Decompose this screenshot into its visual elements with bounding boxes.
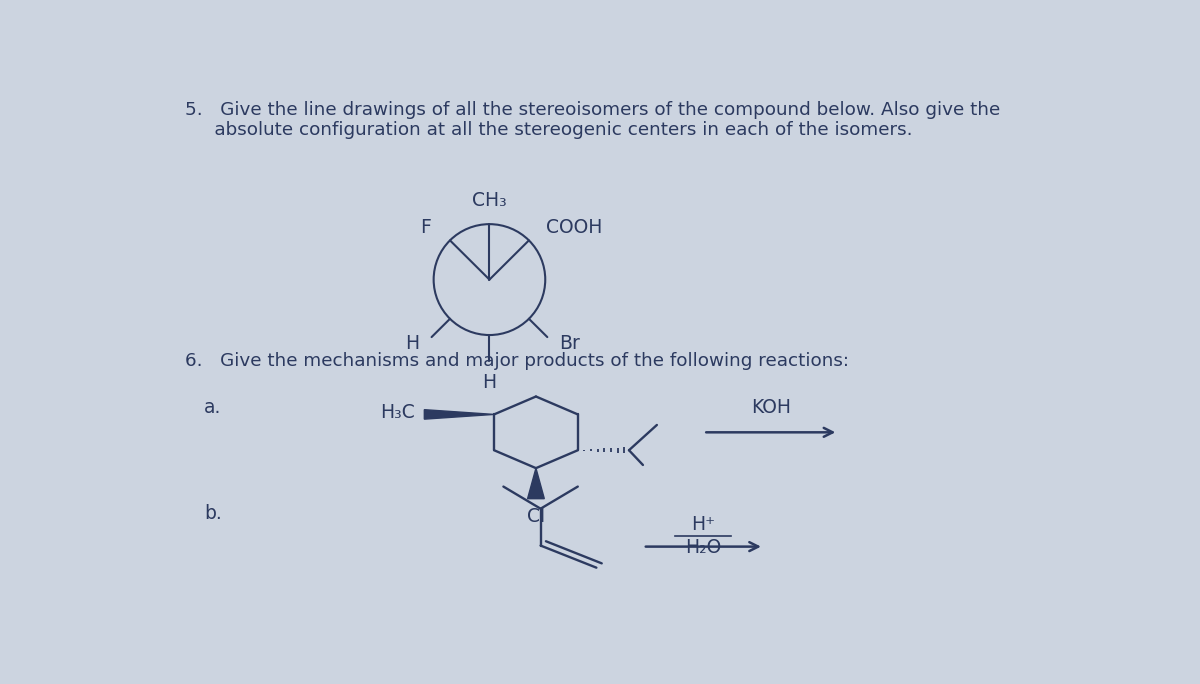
- Text: H: H: [406, 334, 420, 353]
- Text: COOH: COOH: [546, 218, 602, 237]
- Text: 5.   Give the line drawings of all the stereoisomers of the compound below. Also: 5. Give the line drawings of all the ste…: [185, 101, 1001, 118]
- Text: 6.   Give the mechanisms and major products of the following reactions:: 6. Give the mechanisms and major product…: [185, 352, 850, 370]
- Text: H₃C: H₃C: [380, 403, 415, 422]
- Text: H₂O: H₂O: [685, 538, 721, 557]
- Text: KOH: KOH: [751, 397, 791, 417]
- Text: Cl: Cl: [527, 507, 545, 526]
- Polygon shape: [425, 410, 494, 419]
- Text: CH₃: CH₃: [472, 192, 506, 211]
- Text: H⁺: H⁺: [691, 515, 715, 534]
- Polygon shape: [528, 468, 545, 499]
- Text: a.: a.: [204, 398, 221, 417]
- Text: b.: b.: [204, 505, 222, 523]
- Text: H: H: [482, 373, 497, 392]
- Text: absolute configuration at all the stereogenic centers in each of the isomers.: absolute configuration at all the stereo…: [185, 121, 913, 139]
- Text: Br: Br: [559, 334, 581, 353]
- Text: F: F: [420, 218, 431, 237]
